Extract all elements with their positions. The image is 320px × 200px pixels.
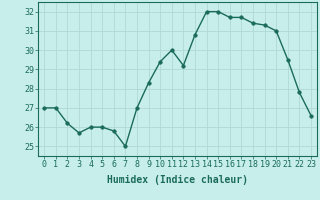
X-axis label: Humidex (Indice chaleur): Humidex (Indice chaleur)	[107, 175, 248, 185]
